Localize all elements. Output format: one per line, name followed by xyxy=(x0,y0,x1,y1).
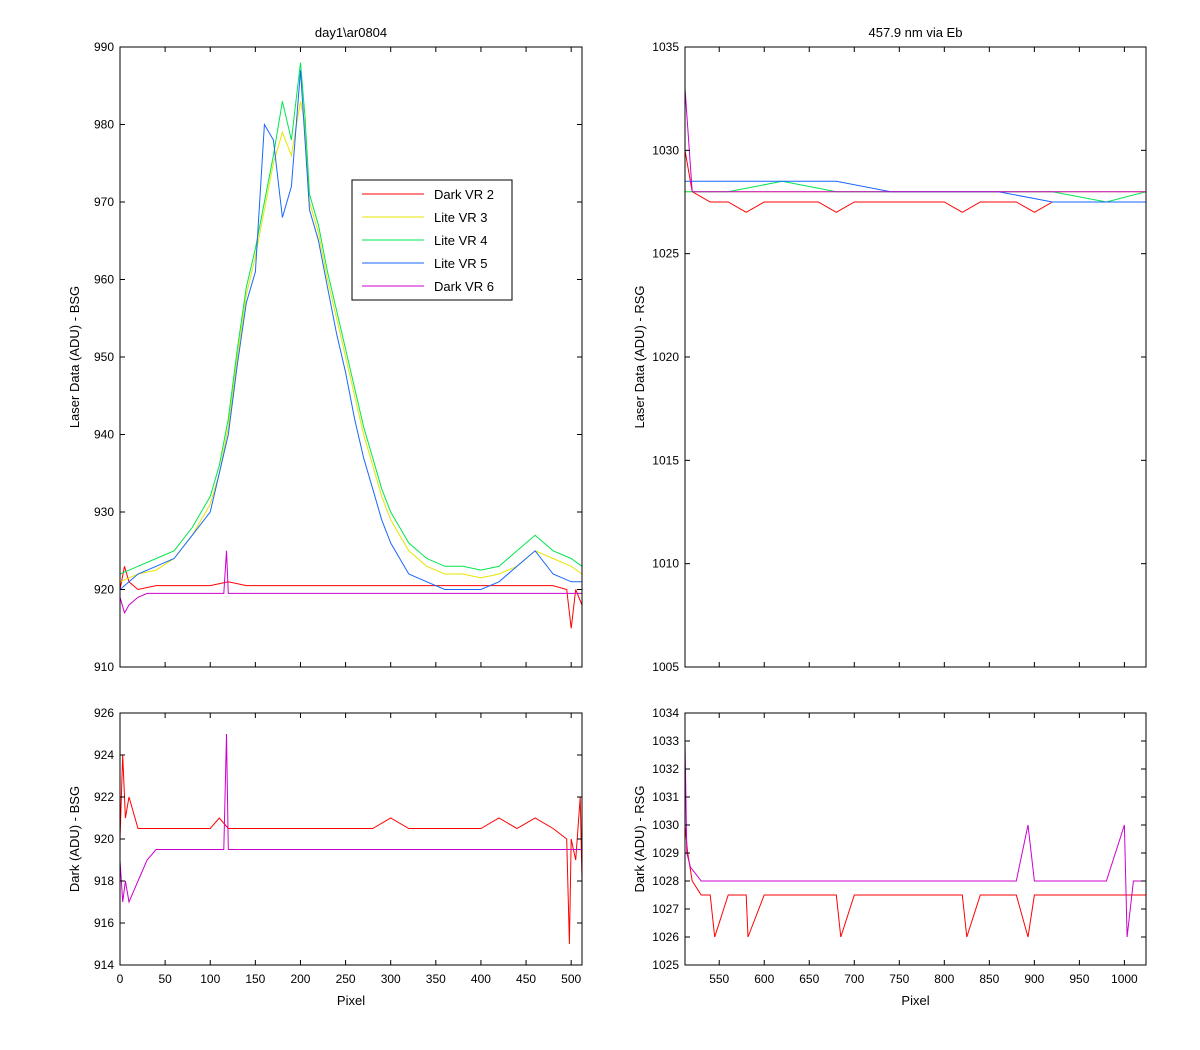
y-tick-label: 1033 xyxy=(652,734,679,748)
y-tick-label: 990 xyxy=(94,40,114,54)
y-tick-label: 1020 xyxy=(652,350,679,364)
x-tick-label: 800 xyxy=(934,972,954,986)
y-tick-label: 1028 xyxy=(652,874,679,888)
y-tick-label: 920 xyxy=(94,832,114,846)
series-line-lite-vr-4 xyxy=(120,62,582,575)
y-tick-label: 1010 xyxy=(652,557,679,571)
chart-title: day1\ar0804 xyxy=(315,25,387,40)
y-axis-label: Dark (ADU) - RSG xyxy=(632,786,647,893)
x-tick-label: 750 xyxy=(889,972,909,986)
x-tick-label: 50 xyxy=(158,972,172,986)
panel-bottom-left: 0 50 100 150 200 250 300 350 400 450 500 914 916 918 9… xyxy=(67,706,583,1008)
series-line-dark-vr-6 xyxy=(685,88,1146,193)
legend: Dark VR 2 Lite VR 3 Lite VR 4 Lite VR 5 … xyxy=(351,179,513,301)
chart-title: 457.9 nm via Eb xyxy=(869,25,963,40)
x-tick-label: 400 xyxy=(471,972,491,986)
x-tick-label: 100 xyxy=(200,972,220,986)
x-tick-label: 900 xyxy=(1024,972,1044,986)
legend-label-lite-vr3: Lite VR 3 xyxy=(434,210,487,225)
y-tick-label: 924 xyxy=(94,748,114,762)
x-tick-label: 200 xyxy=(290,972,310,986)
x-axis-label: Pixel xyxy=(901,993,929,1008)
x-tick-label: 550 xyxy=(709,972,729,986)
y-tick-label: 940 xyxy=(94,428,114,442)
y-tick-label: 1034 xyxy=(652,706,679,720)
y-tick-label: 1031 xyxy=(652,790,679,804)
plot-area xyxy=(120,713,582,965)
series-group xyxy=(120,62,582,629)
y-tick-label: 1032 xyxy=(652,762,679,776)
x-tick-label: 600 xyxy=(754,972,774,986)
legend-label-dark-vr2: Dark VR 2 xyxy=(434,187,494,202)
y-tick-label: 926 xyxy=(94,706,114,720)
x-axis-label: Pixel xyxy=(337,993,365,1008)
x-tick-label: 650 xyxy=(799,972,819,986)
y-axis-label: Dark (ADU) - BSG xyxy=(67,786,82,892)
y-axis-label: Laser Data (ADU) - RSG xyxy=(632,285,647,428)
plot-area xyxy=(685,47,1146,667)
legend-label-lite-vr5: Lite VR 5 xyxy=(434,256,487,271)
legend-label-lite-vr4: Lite VR 4 xyxy=(434,233,487,248)
y-tick-label: 916 xyxy=(94,916,114,930)
y-tick-label: 1027 xyxy=(652,902,679,916)
y-tick-label: 1026 xyxy=(652,930,679,944)
x-tick-label: 1000 xyxy=(1111,972,1138,986)
axes-frame xyxy=(684,712,1147,966)
legend-item: Dark VR 6 xyxy=(362,279,494,294)
panel-top-right: 1005 1010 1015 1020 1025 1030 1035 457.9 nm via… xyxy=(632,25,1147,674)
y-tick-label: 918 xyxy=(94,874,114,888)
series-group xyxy=(120,733,582,945)
y-tick-label: 1005 xyxy=(652,660,679,674)
series-line-lite-vr-5 xyxy=(120,70,582,590)
plot-area xyxy=(120,47,582,667)
series-line-dark-vr-2 xyxy=(685,824,1146,938)
series-group xyxy=(685,88,1146,213)
y-tick-label: 1025 xyxy=(652,247,679,261)
series-line-dark-vr-6 xyxy=(120,733,582,904)
y-tick-label: 1030 xyxy=(652,818,679,832)
x-tick-label: 500 xyxy=(561,972,581,986)
y-tick-label: 970 xyxy=(94,195,114,209)
x-tick-label: 0 xyxy=(117,972,124,986)
x-tick-label: 350 xyxy=(426,972,446,986)
series-group xyxy=(685,740,1146,938)
y-tick-label: 1029 xyxy=(652,846,679,860)
series-line-dark-vr-6 xyxy=(685,740,1146,938)
legend-item: Lite VR 3 xyxy=(362,210,487,225)
y-tick-label: 1035 xyxy=(652,40,679,54)
y-tick-label: 1030 xyxy=(652,143,679,157)
y-tick-label: 922 xyxy=(94,790,114,804)
x-tick-label: 150 xyxy=(245,972,265,986)
x-tick-label: 450 xyxy=(516,972,536,986)
legend-item: Dark VR 2 xyxy=(362,187,494,202)
y-tick-label: 914 xyxy=(94,958,114,972)
panel-bottom-right: 550 600 650 700 750 800 850 900 950 1000 1025 1026 1… xyxy=(632,706,1147,1008)
legend-label-dark-vr6: Dark VR 6 xyxy=(434,279,494,294)
x-tick-label: 250 xyxy=(336,972,356,986)
series-line-dark-vr-2 xyxy=(120,754,582,945)
panel-top-left: 910 920 930 940 950 960 970 980 990 day1\ar0804 La… xyxy=(67,25,583,674)
y-tick-label: 910 xyxy=(94,660,114,674)
x-tick-label: 700 xyxy=(844,972,864,986)
y-tick-label: 960 xyxy=(94,273,114,287)
x-tick-label: 950 xyxy=(1069,972,1089,986)
plot-area xyxy=(685,713,1146,965)
y-tick-label: 920 xyxy=(94,583,114,597)
legend-item: Lite VR 5 xyxy=(362,256,487,271)
y-tick-label: 930 xyxy=(94,505,114,519)
x-tick-label: 850 xyxy=(979,972,999,986)
legend-item: Lite VR 4 xyxy=(362,233,487,248)
y-tick-label: 950 xyxy=(94,350,114,364)
y-tick-label: 980 xyxy=(94,118,114,132)
y-tick-label: 1015 xyxy=(652,453,679,467)
x-tick-label: 300 xyxy=(381,972,401,986)
series-line-dark-vr-6 xyxy=(120,550,582,615)
series-line-dark-vr-2 xyxy=(120,566,582,629)
y-axis-label: Laser Data (ADU) - BSG xyxy=(67,286,82,428)
y-tick-label: 1025 xyxy=(652,958,679,972)
